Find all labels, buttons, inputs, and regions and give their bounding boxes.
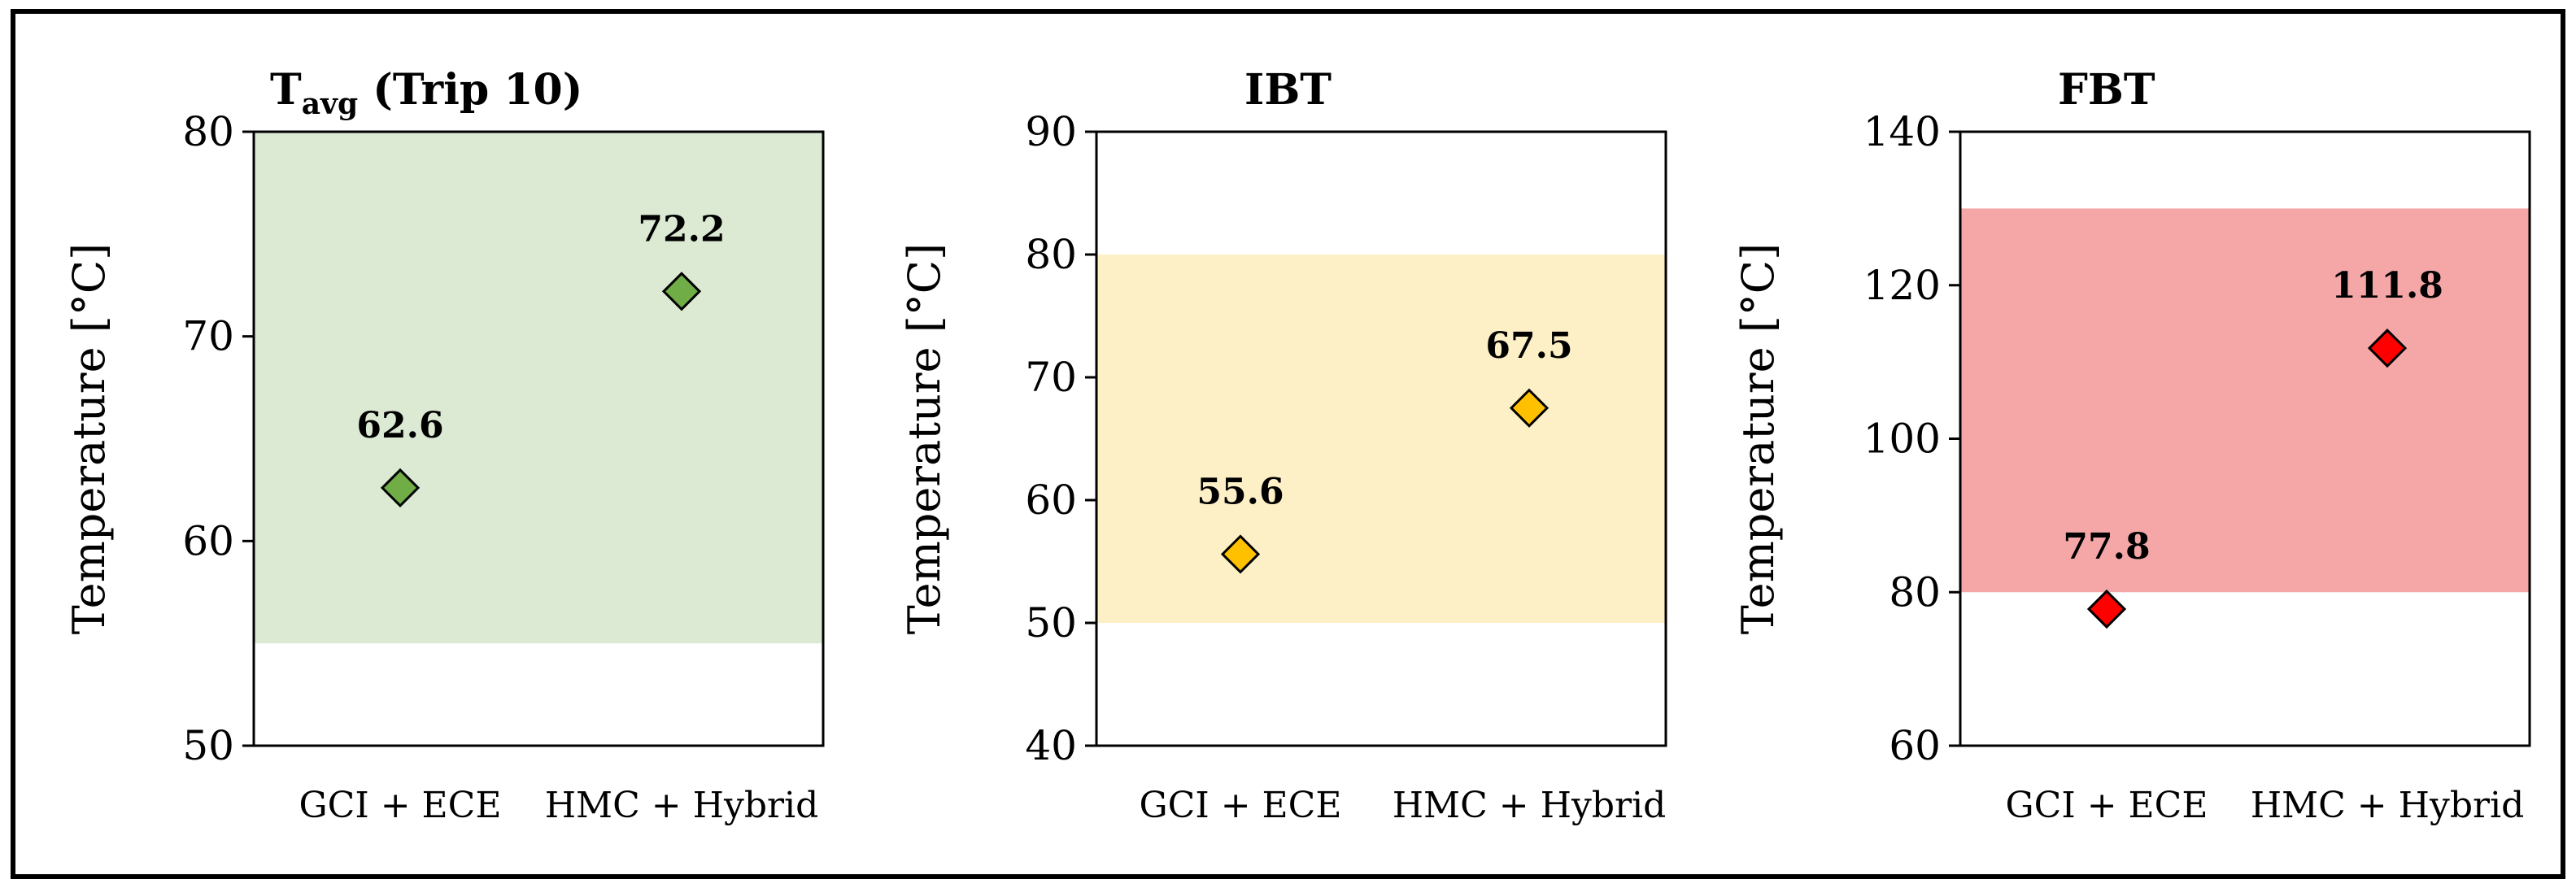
y-tick-label: 80 (1025, 231, 1077, 278)
y-tick-label: 120 (1863, 262, 1941, 309)
y-tick-label: 70 (1025, 354, 1077, 401)
plot-area-border (1095, 130, 1667, 747)
chart-panel-2: 40 50 60 70 80 90 Temperature [°C] IBT GCI + ECE… (899, 65, 1667, 826)
data-point-marker (2367, 329, 2408, 368)
x-category-label: GCI + ECE (2006, 785, 2208, 826)
data-point-marker (1509, 388, 1550, 428)
range-band (254, 132, 823, 644)
y-tick-label: 140 (1863, 108, 1941, 155)
y-tick-label: 60 (1889, 722, 1941, 769)
chart-panels: 50 60 70 80 Temperature [°C] Tavg (Trip 10) GC… (63, 65, 2531, 826)
data-label: 77.8 (2063, 526, 2150, 568)
y-tick-label: 60 (182, 517, 234, 564)
panel-title: FBT (2058, 65, 2155, 115)
range-band (1096, 255, 1666, 623)
y-axis-title: Temperature [°C] (1733, 243, 1784, 634)
data-label: 72.2 (638, 208, 725, 250)
plot-area-border (252, 130, 825, 747)
chart-panel-3: 60 80 100 120 140 Temperature [°C] FBT GCI + EC… (1733, 65, 2531, 826)
panel-title: Tavg (Trip 10) (270, 65, 582, 121)
y-tick-label: 50 (1025, 599, 1077, 646)
y-tick-label: 80 (1889, 568, 1941, 616)
data-point-marker (380, 468, 421, 508)
data-point-marker (2086, 589, 2127, 629)
data-point-marker (1220, 534, 1261, 574)
data-point-marker (661, 272, 702, 311)
x-category-label: HMC + Hybrid (545, 785, 819, 826)
x-category-label: HMC + Hybrid (2251, 785, 2525, 826)
data-label: 62.6 (356, 405, 443, 446)
x-category-label: HMC + Hybrid (1393, 785, 1667, 826)
y-tick-label: 100 (1863, 416, 1941, 463)
data-label: 67.5 (1485, 325, 1572, 367)
y-tick-label: 70 (182, 313, 234, 360)
y-axis-title: Temperature [°C] (899, 243, 950, 634)
x-category-label: GCI + ECE (1140, 785, 1342, 826)
data-label: 55.6 (1196, 471, 1284, 512)
x-category-label: GCI + ECE (299, 785, 502, 826)
chart-panel-1: 50 60 70 80 Temperature [°C] Tavg (Trip 10) GC… (63, 65, 825, 826)
y-axis-title: Temperature [°C] (63, 243, 115, 634)
y-tick-label: 80 (182, 108, 234, 155)
y-tick-label: 50 (182, 722, 234, 769)
y-tick-label: 60 (1025, 477, 1077, 524)
range-band (1960, 208, 2530, 593)
y-tick-label: 40 (1025, 722, 1077, 769)
data-label: 111.8 (2331, 265, 2443, 307)
y-tick-label: 90 (1025, 108, 1077, 155)
panel-title: IBT (1244, 65, 1332, 115)
